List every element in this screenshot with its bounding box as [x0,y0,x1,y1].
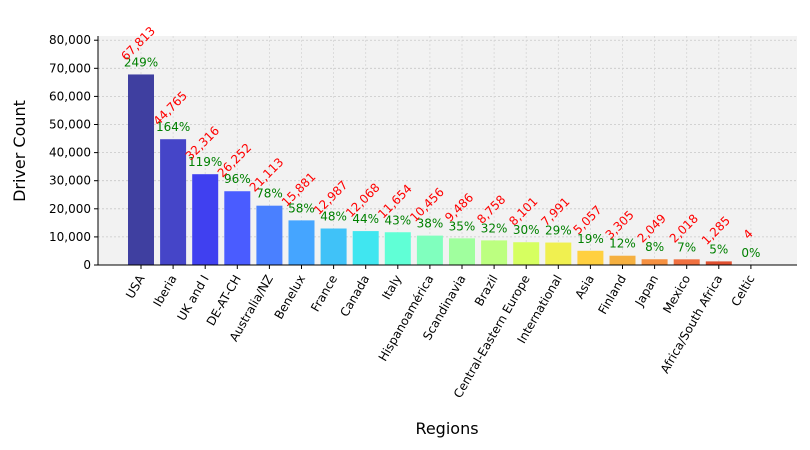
percent-label: 7% [677,240,696,254]
y-tick-label: 30,000 [49,174,91,188]
x-tick-label: Japan [632,273,661,310]
percent-label: 58% [288,201,315,215]
bar [673,259,700,265]
percent-label: 12% [609,237,636,251]
percent-label: 43% [384,213,411,227]
bar [320,228,347,265]
percent-label: 8% [645,240,664,254]
x-tick-label: USA [123,272,148,301]
y-tick-label: 20,000 [49,202,91,216]
x-tick-label: Asia [572,273,597,302]
bar [641,259,668,265]
y-axis-ticks: 0 10,000 20,000 30,000 40,000 50,000 60,000 70,… [49,33,98,272]
percent-label: 48% [320,210,347,224]
y-tick-label: 10,000 [49,230,91,244]
y-tick-label: 0 [83,258,91,272]
percent-label: 32% [481,221,508,235]
y-tick-label: 80,000 [49,33,91,47]
bar [288,220,315,265]
bar [224,191,251,265]
y-tick-label: 60,000 [49,89,91,103]
percent-label: 0% [741,246,760,260]
bar [577,250,604,265]
x-tick-label: Celtic [729,273,758,309]
percent-label: 19% [577,232,604,246]
x-tick-label: Benelux [272,273,308,322]
percent-label: 119% [188,155,222,169]
bar [513,242,540,265]
x-tick-label: Mexico [660,273,693,316]
percent-label: 30% [513,223,540,237]
x-tick-label: Iberia [150,273,179,310]
percent-label: 96% [224,172,251,186]
x-tick-label: Canada [337,273,372,320]
percent-label: 78% [256,187,283,201]
y-axis-title: Driver Count [10,100,29,202]
y-tick-label: 50,000 [49,118,91,132]
percent-label: 38% [417,217,444,231]
y-tick-label: 40,000 [49,146,91,160]
bar [256,205,283,265]
bars [128,74,764,266]
percent-label: 29% [545,224,572,238]
bar [481,240,508,265]
axes [97,36,797,266]
percent-label: 5% [709,242,728,256]
percent-label: 44% [352,212,379,226]
x-tick-label: Finland [596,273,630,317]
bar [416,235,443,265]
percent-label: 249% [124,55,158,69]
x-tick-label: France [308,273,340,315]
bar [384,232,411,265]
bar [609,255,636,265]
bar [128,74,154,266]
bar [192,174,219,265]
percent-label: 35% [449,219,476,233]
percent-label: 164% [156,120,190,134]
bar [449,238,475,265]
bar [545,242,572,265]
x-tick-label: Brazil [472,272,501,308]
x-axis-title: Regions [415,419,478,438]
x-tick-label: Italy [379,273,404,303]
bar [705,261,732,265]
x-tick-label: Africa/South Africa [658,273,726,376]
y-tick-label: 70,000 [49,61,91,75]
bar [352,231,379,265]
bar [160,139,187,265]
